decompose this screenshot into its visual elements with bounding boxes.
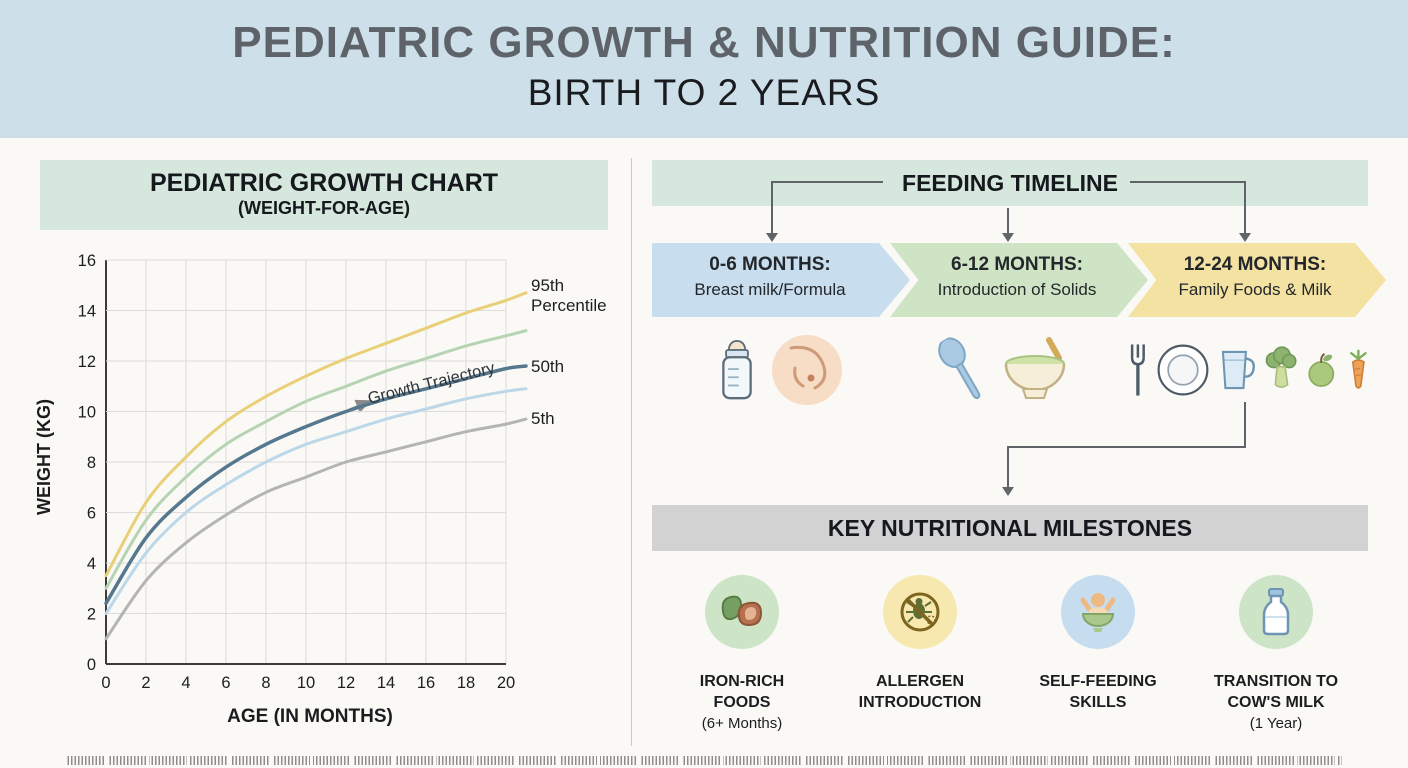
connector-line	[771, 181, 883, 183]
svg-text:8: 8	[261, 674, 270, 692]
milestone-note: (1 Year)	[1249, 715, 1303, 732]
curve-label-95th: 95th Percentile	[531, 276, 607, 316]
curve-label-95th-line2: Percentile	[531, 296, 607, 315]
milestone-name: SELF-FEEDING SKILLS	[1039, 673, 1157, 711]
milestone-circle	[1239, 575, 1313, 649]
milestones-title: KEY NUTRITIONAL MILESTONES	[827, 515, 1193, 541]
growth-chart: 0 2 4 6 8 10 12 14 16 18 20 0 2 4 6 8 10 12 14 16	[78, 252, 528, 692]
svg-text:10: 10	[297, 674, 315, 692]
svg-text:0: 0	[101, 674, 110, 692]
down-arrow-icon	[1239, 233, 1251, 242]
milestone-circle	[1061, 575, 1135, 649]
milestone-name: IRON-RICH FOODS	[699, 673, 785, 711]
stage-text: Introduction of Solids	[937, 280, 1097, 299]
timeline-stage-6-12: 6-12 MONTHS: Introduction of Solids	[890, 243, 1148, 317]
timeline-stage-12-24: 12-24 MONTHS: Family Foods & Milk	[1128, 243, 1386, 317]
timeline-stage-0-6: 0-6 MONTHS: Breast milk/Formula	[652, 243, 910, 317]
page-title: PEDIATRIC GROWTH & NUTRITION GUIDE:	[232, 18, 1176, 67]
x-axis-label: AGE (IN MONTHS)	[227, 706, 393, 727]
svg-text:6: 6	[87, 505, 96, 523]
connector-line	[1244, 181, 1246, 234]
svg-text:6: 6	[221, 674, 230, 692]
down-arrow-icon	[1002, 487, 1014, 496]
svg-text:18: 18	[457, 674, 475, 692]
self-feeding-icon	[1080, 593, 1116, 632]
svg-text:12: 12	[337, 674, 355, 692]
spoon-icon	[937, 337, 980, 400]
panel-divider	[631, 158, 632, 746]
milestone-circle	[883, 575, 957, 649]
baby-food-bowl-icon	[1004, 337, 1065, 399]
stage-text: Breast milk/Formula	[694, 280, 846, 299]
stage-heading: 12-24 MONTHS:	[1183, 254, 1327, 275]
svg-text:14: 14	[377, 674, 395, 692]
connector-line	[1007, 208, 1009, 234]
milestone-note: (6+ Months)	[701, 715, 783, 732]
stage-heading: 6-12 MONTHS:	[951, 254, 1083, 275]
page-header: PEDIATRIC GROWTH & NUTRITION GUIDE: BIRT…	[0, 0, 1408, 138]
timeline-title-box: FEEDING TIMELINE	[652, 160, 1368, 206]
cup-icon	[1221, 350, 1255, 390]
curve-label-5th: 5th	[531, 409, 555, 428]
milestone-allergen-introduction: ALLERGEN INTRODUCTION	[835, 575, 1005, 715]
allergen-warning-icon	[900, 592, 940, 632]
breastfeeding-icon	[772, 335, 842, 405]
svg-text:16: 16	[417, 674, 435, 692]
stage-6-12-icons	[928, 330, 1093, 410]
svg-text:14: 14	[78, 303, 96, 321]
down-arrow-icon	[766, 233, 778, 242]
milestone-cows-milk: TRANSITION TO COW'S MILK (1 Year)	[1191, 575, 1361, 732]
svg-text:0: 0	[87, 656, 96, 674]
stage-text: Family Foods & Milk	[1178, 280, 1332, 299]
connector-line	[1244, 402, 1246, 448]
milestones-title-box: KEY NUTRITIONAL MILESTONES	[652, 505, 1368, 551]
curve-label-50th: 50th	[531, 357, 565, 376]
svg-text:20: 20	[497, 674, 515, 692]
chart-title: PEDIATRIC GROWTH CHART	[149, 169, 499, 197]
chart-title-box: PEDIATRIC GROWTH CHART (WEIGHT-FOR-AGE)	[40, 160, 608, 230]
stage-12-24-icons	[1128, 330, 1373, 410]
milestone-circle	[705, 575, 779, 649]
stage-0-6-icons	[700, 330, 860, 410]
page-subtitle: BIRTH TO 2 YEARS	[527, 72, 881, 113]
timeline-title: FEEDING TIMELINE	[902, 170, 1118, 196]
y-axis-label: WEIGHT (KG)	[34, 399, 54, 515]
milestone-name: TRANSITION TO COW'S MILK	[1213, 673, 1339, 711]
milk-bottle-icon	[1262, 588, 1290, 636]
plate-icon	[1157, 344, 1209, 396]
milestone-name: ALLERGEN INTRODUCTION	[858, 673, 982, 711]
apple-icon	[1308, 353, 1334, 387]
milestone-self-feeding: SELF-FEEDING SKILLS	[1013, 575, 1183, 715]
iron-rich-foods-icon	[721, 595, 763, 627]
svg-text:4: 4	[87, 555, 96, 573]
svg-text:8: 8	[87, 454, 96, 472]
broccoli-icon	[1265, 346, 1297, 388]
connector-line	[771, 181, 773, 234]
carrot-icon	[1350, 349, 1368, 389]
chart-subtitle: (WEIGHT-FOR-AGE)	[238, 198, 410, 218]
svg-text:4: 4	[181, 674, 190, 692]
svg-text:2: 2	[87, 606, 96, 624]
svg-text:12: 12	[78, 353, 96, 371]
svg-text:16: 16	[78, 252, 96, 270]
fork-icon	[1130, 344, 1145, 396]
svg-text:2: 2	[141, 674, 150, 692]
connector-line	[1130, 181, 1246, 183]
milestone-iron-rich-foods: IRON-RICH FOODS (6+ Months)	[657, 575, 827, 732]
stage-heading: 0-6 MONTHS:	[709, 254, 831, 275]
curve-label-95th-line1: 95th	[531, 276, 565, 295]
svg-text:10: 10	[78, 404, 96, 422]
connector-line	[1008, 446, 1246, 448]
down-arrow-icon	[1002, 233, 1014, 242]
connector-line	[1007, 446, 1009, 488]
baby-bottle-icon	[722, 339, 752, 400]
fine-print-strip	[64, 756, 1342, 765]
